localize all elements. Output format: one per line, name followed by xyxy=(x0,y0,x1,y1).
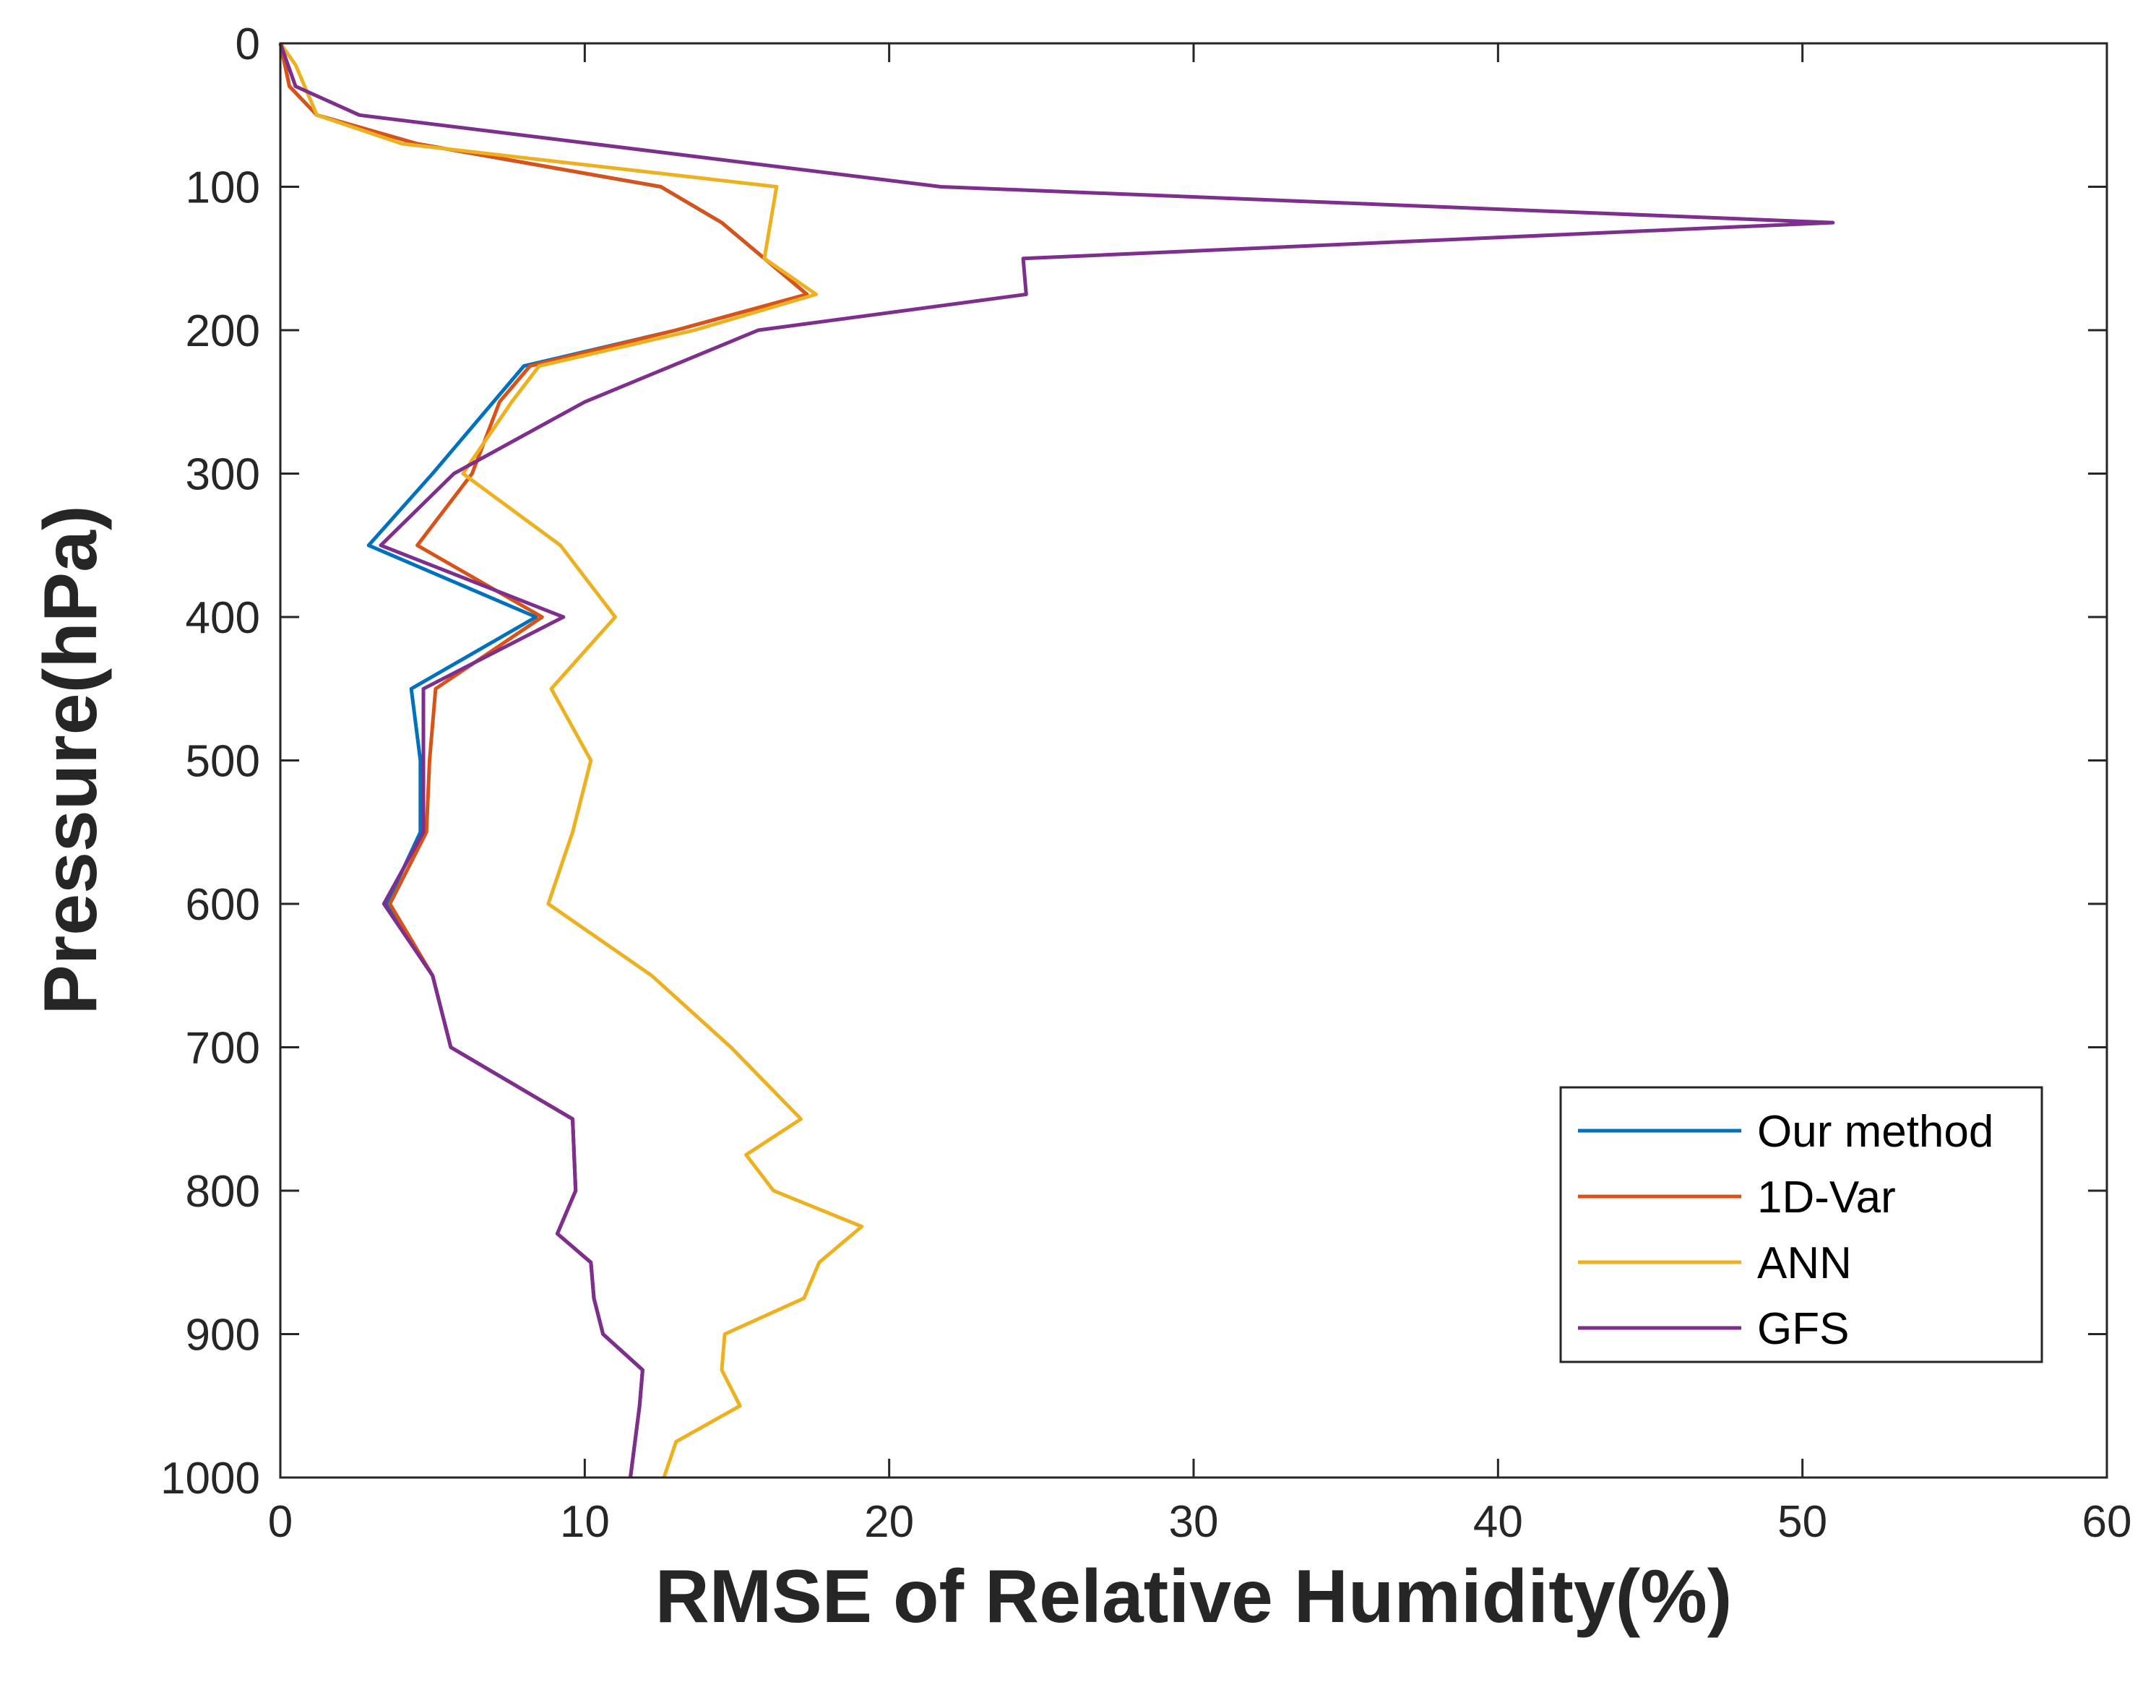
y-tick-label: 300 xyxy=(186,450,260,500)
x-tick-label: 0 xyxy=(268,1497,293,1547)
y-tick-label: 1000 xyxy=(160,1454,260,1504)
y-axis-label: Pressure(hPa) xyxy=(29,505,113,1014)
x-tick-label: 20 xyxy=(864,1497,914,1547)
y-tick-label: 500 xyxy=(186,737,260,787)
y-tick-label: 0 xyxy=(236,20,260,69)
series-line-gfs xyxy=(278,43,1835,1478)
legend-label: Our method xyxy=(1757,1107,1993,1157)
y-tick-label: 100 xyxy=(186,163,260,213)
legend: Our method 1D-Var ANN GFS xyxy=(1559,1086,2043,1363)
y-tick-label: 600 xyxy=(186,880,260,930)
legend-box xyxy=(1559,1086,2043,1363)
series-layer xyxy=(278,42,1835,1478)
tick-layer: 0 10 20 30 40 50 60010020030040050060070080090… xyxy=(160,20,2131,1547)
y-tick-label: 900 xyxy=(186,1311,260,1360)
x-tick-label: 30 xyxy=(1169,1497,1219,1547)
x-tick-label: 50 xyxy=(1777,1497,1827,1547)
x-tick-label: 40 xyxy=(1473,1497,1523,1547)
x-tick-label: 60 xyxy=(2082,1497,2132,1547)
legend-label: ANN xyxy=(1757,1238,1852,1288)
y-tick-label: 200 xyxy=(186,306,260,356)
x-axis-label: RMSE of Relative Humidity(%) xyxy=(655,1555,1733,1639)
legend-label: GFS xyxy=(1757,1304,1849,1354)
y-tick-label: 400 xyxy=(186,593,260,643)
y-tick-label: 800 xyxy=(186,1167,260,1217)
y-tick-label: 700 xyxy=(186,1024,260,1074)
legend-label: 1D-Var xyxy=(1757,1173,1896,1222)
series-line-ann xyxy=(278,42,864,1478)
x-tick-label: 10 xyxy=(560,1497,610,1547)
